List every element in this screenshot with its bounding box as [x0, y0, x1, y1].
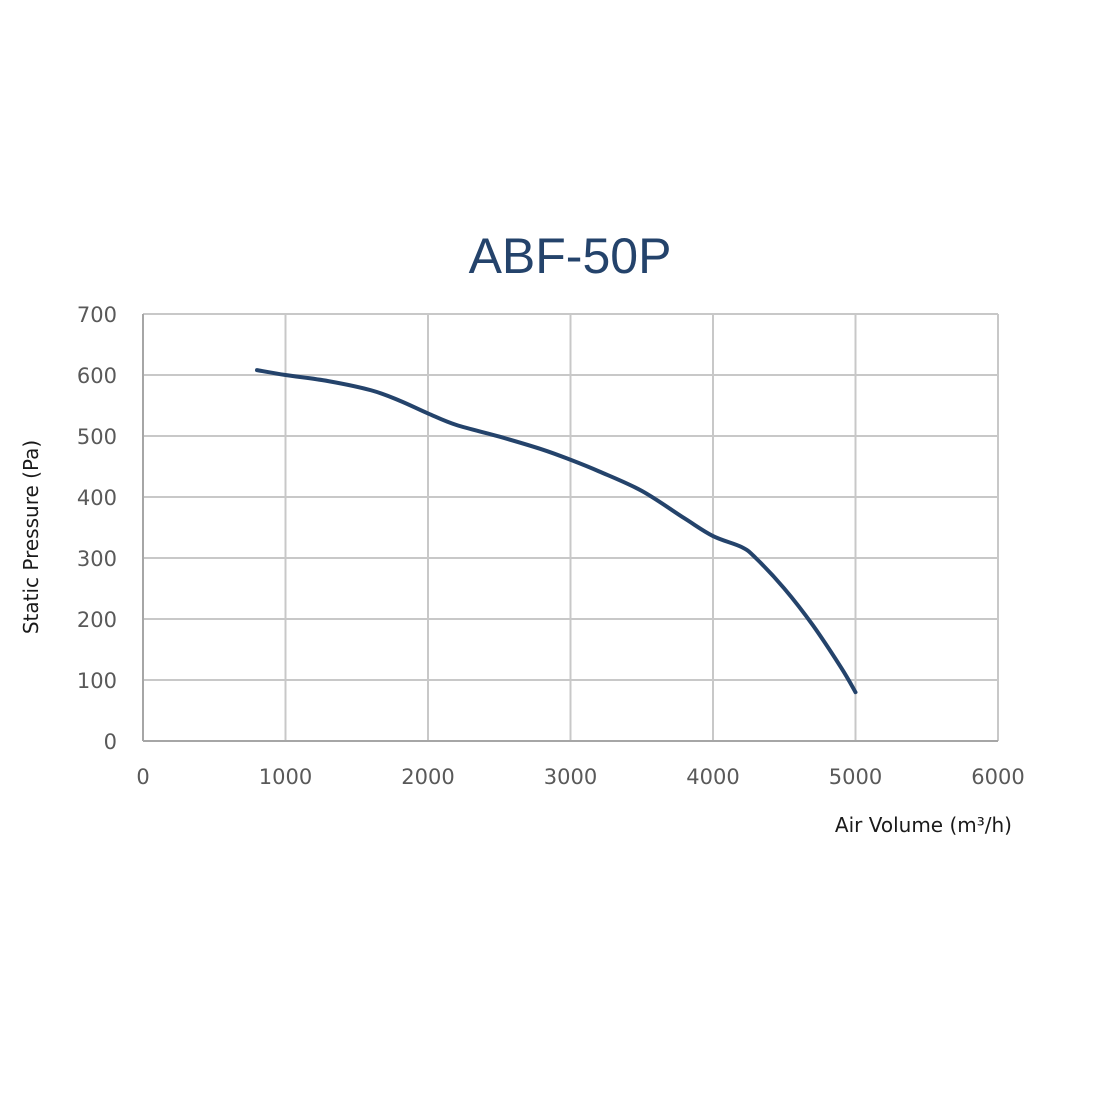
x-tick-label: 3000 [544, 765, 597, 789]
series-layer [255, 368, 858, 695]
y-axis-label: Static Pressure (Pa) [19, 440, 43, 634]
x-tick-label: 4000 [686, 765, 739, 789]
x-tick-labels: 0 1000 2000 3000 4000 5000 6000 [136, 765, 1024, 789]
y-tick-label: 200 [77, 608, 117, 632]
x-tick-label: 6000 [971, 765, 1024, 789]
x-tick-label: 1000 [259, 765, 312, 789]
y-tick-label: 700 [77, 303, 117, 327]
chart-title: ABF-50P [469, 228, 672, 284]
y-tick-label: 0 [104, 730, 117, 754]
axes [142, 314, 998, 742]
x-tick-label: 0 [136, 765, 149, 789]
y-tick-label: 400 [77, 486, 117, 510]
grid [143, 313, 999, 741]
x-axis-label: Air Volume (m³/h) [835, 813, 1012, 837]
y-tick-label: 600 [77, 364, 117, 388]
y-tick-label: 100 [77, 669, 117, 693]
x-tick-label: 5000 [829, 765, 882, 789]
y-tick-labels: 0 100 200 300 400 500 600 700 [77, 303, 117, 754]
x-tick-label: 2000 [401, 765, 454, 789]
series-line-0 [255, 368, 858, 695]
y-tick-label: 500 [77, 425, 117, 449]
y-tick-label: 300 [77, 547, 117, 571]
